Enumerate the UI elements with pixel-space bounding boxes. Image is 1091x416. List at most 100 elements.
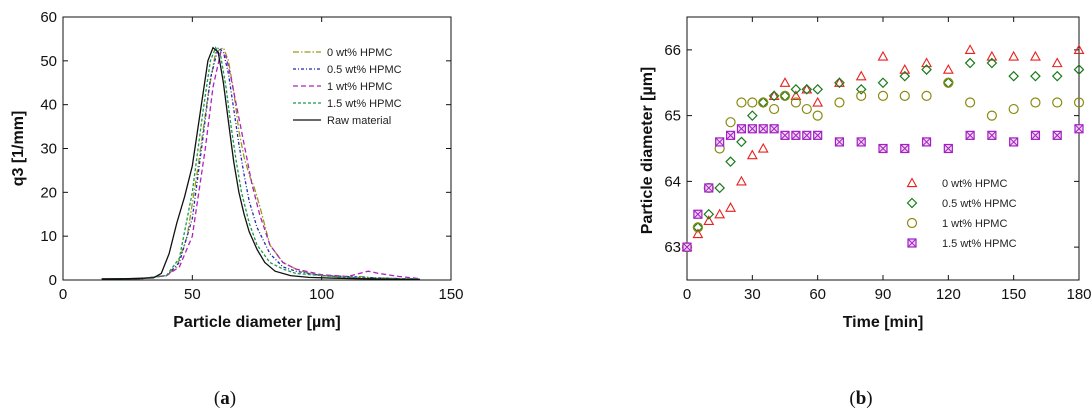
marker-cross [726,130,735,140]
data-point-series-2 [758,97,769,108]
data-point-series-3 [780,130,790,140]
x-tick-label: 30 [744,286,761,303]
data-point-series-0 [812,96,824,107]
marker-cross [791,130,801,140]
data-point-series-2 [812,110,823,121]
marker-cross [856,137,866,147]
marker-cross [1074,124,1084,134]
y-tick-label: 65 [664,108,681,125]
y-tick-label: 60 [40,9,57,26]
y-tick-label: 40 [40,97,57,114]
data-point-series-2 [834,97,845,108]
data-point-series-1 [855,83,867,95]
data-point-series-0 [801,83,813,94]
data-point-series-3 [747,124,757,134]
data-point-series-3 [736,124,747,134]
data-point-series-1 [790,83,802,95]
y-tick-label: 0 [49,272,57,289]
data-point-series-3 [1074,124,1084,134]
y-tick-label: 64 [664,173,681,190]
data-point-series-3 [758,124,768,134]
series-line-3 [101,46,421,280]
data-point-series-0 [834,77,845,87]
data-point-series-0 [714,208,726,219]
y-axis-label: Particle diameter [µm] [639,67,656,235]
data-point-series-3 [965,130,975,140]
legend-label: 1 wt% HPMC [942,218,1007,230]
marker-cross [747,124,757,134]
data-point-series-2 [943,77,954,88]
data-point-series-1 [736,136,747,148]
data-point-series-1 [1008,70,1020,82]
data-point-series-2 [779,90,791,102]
data-point-series-1 [877,77,889,89]
data-point-series-2 [790,97,801,108]
data-point-series-3 [1030,130,1041,140]
data-point-series-0 [725,202,736,212]
data-point-series-1 [834,77,845,89]
data-point-series-1 [899,70,911,82]
legend-marker [906,197,918,209]
data-point-series-2 [747,97,758,108]
data-point-series-2 [856,90,867,102]
data-point-series-1 [801,83,813,95]
data-point-series-2 [965,97,976,108]
data-point-series-0 [921,57,932,68]
data-point-series-3 [802,130,812,140]
data-point-series-1 [725,156,736,167]
data-point-series-2 [769,103,780,115]
data-point-series-0 [768,90,780,101]
data-point-series-3 [769,124,779,134]
x-tick-label: 120 [936,286,961,303]
x-tick-label: 60 [809,286,826,303]
data-point-series-1 [746,110,758,121]
data-point-series-0 [855,70,867,81]
legend-label: Raw material [327,115,391,127]
plot-frame [62,16,452,281]
panel-b-caption: (b) [849,388,872,409]
data-point-series-0 [790,90,802,101]
marker-cross [835,137,844,147]
data-point-series-3 [834,137,845,147]
x-tick-label: 180 [1066,286,1091,303]
data-point-series-2 [692,222,703,233]
marker-cross [987,130,997,140]
legend-label: 0 wt% HPMC [327,47,392,59]
data-point-series-3 [856,137,866,147]
series-line-4 [101,46,421,281]
series-line-0 [101,46,421,280]
x-tick-label: 150 [1001,286,1026,303]
x-tick-label: 0 [59,286,67,303]
x-tick-label: 150 [438,286,463,303]
x-axis-label: Particle diameter [µm] [173,314,341,331]
data-point-series-3 [921,137,932,147]
data-point-series-2 [801,103,812,115]
data-point-series-2 [899,90,910,102]
y-tick-label: 30 [40,141,57,158]
data-point-series-0 [1051,57,1063,68]
data-point-series-1 [1030,70,1041,82]
data-point-series-0 [1073,44,1085,55]
data-point-series-3 [878,143,888,154]
data-point-series-1 [964,57,976,69]
data-point-series-1 [1051,70,1063,82]
data-point-series-1 [1073,64,1085,75]
data-point-series-3 [943,143,953,154]
data-point-series-3 [791,130,801,140]
data-point-series-2 [921,90,932,102]
y-axis-label: q3 [1/mm] [10,111,27,187]
legend-marker [907,238,917,248]
data-point-series-3 [987,130,997,140]
data-point-series-0 [1030,50,1041,61]
data-point-series-3 [725,130,736,140]
marker-cross [737,124,746,134]
marker-cross [1031,130,1040,140]
series-line-1 [101,46,421,280]
data-point-series-3 [813,130,823,140]
data-point-series-1 [921,64,932,75]
panel-a-caption: (a) [214,388,236,409]
data-point-series-1 [703,208,715,220]
data-point-series-1 [714,182,726,194]
legend-label: 0 wt% HPMC [942,178,1007,190]
